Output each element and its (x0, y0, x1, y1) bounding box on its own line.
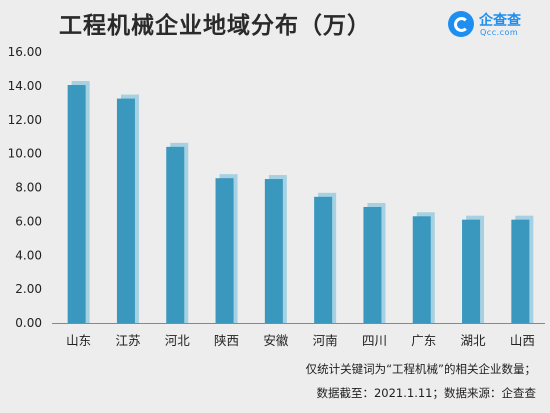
bar (363, 206, 382, 323)
qcc-logo-icon (448, 11, 474, 37)
y-tick-label: 14.00 (8, 79, 42, 93)
footnote-scope: 仅统计关键词为“工程机械”的相关企业数量； (305, 362, 536, 376)
x-tick-label: 江苏 (115, 333, 140, 348)
x-tick-label: 安徽 (263, 333, 289, 348)
y-tick-label: 16.00 (8, 45, 42, 59)
bar (511, 219, 530, 323)
x-tick-label: 四川 (362, 333, 387, 348)
y-tick-label: 10.00 (8, 147, 42, 161)
y-tick-label: 4.00 (15, 248, 42, 262)
y-tick-label: 8.00 (15, 181, 42, 195)
footnote-source: 数据截至：2021.1.11；数据来源：企查查 (316, 386, 536, 400)
x-tick-label: 湖北 (461, 333, 487, 348)
x-tick-label: 山西 (510, 333, 535, 348)
x-tick-label: 广东 (411, 333, 436, 348)
bar (116, 98, 135, 323)
chart-title: 工程机械企业地域分布（万） (59, 13, 371, 39)
bar (462, 219, 481, 323)
x-tick-label: 河南 (313, 333, 338, 348)
bar (215, 178, 234, 323)
bar (314, 196, 333, 323)
logo-name: 企查查 (479, 13, 521, 29)
bar (166, 146, 185, 323)
x-tick-label: 山东 (66, 333, 91, 348)
x-tick-label: 陕西 (214, 333, 239, 348)
bar (67, 85, 86, 323)
y-tick-label: 0.00 (15, 316, 42, 330)
bar (264, 179, 283, 323)
logo-domain: Qcc.com (480, 28, 519, 37)
y-tick-label: 6.00 (15, 214, 42, 228)
y-tick-label: 12.00 (8, 113, 42, 127)
y-tick-label: 2.00 (15, 282, 42, 296)
qcc-logo: 企查查 Qcc.com (448, 10, 544, 40)
x-tick-label: 河北 (165, 333, 191, 348)
bar (412, 216, 431, 323)
